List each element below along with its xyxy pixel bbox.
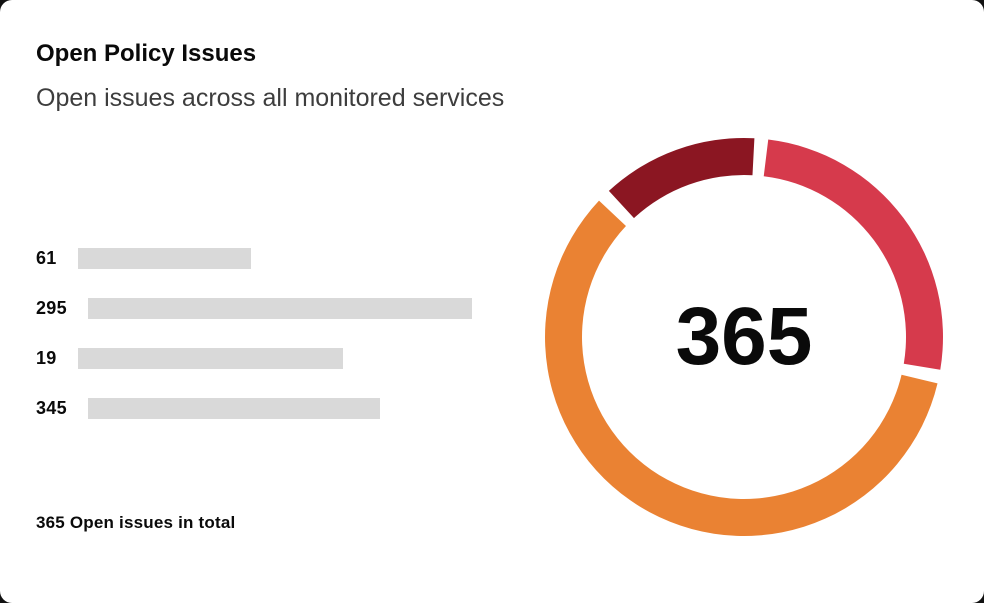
donut-segment-red[interactable] [763, 139, 943, 370]
bar-value-label: 295 [36, 298, 67, 318]
bar-list: 61 295 19 345 [36, 248, 472, 448]
bar-row: 19 [36, 348, 472, 369]
donut-segment-orange[interactable] [545, 200, 938, 536]
total-summary: 365 Open issues in total [36, 513, 236, 532]
bar [87, 398, 380, 419]
bar [77, 248, 251, 269]
page-title: Open Policy Issues [36, 40, 257, 67]
donut-segment-dark-red[interactable] [608, 137, 755, 219]
bar-value-label: 345 [36, 398, 67, 418]
bar-value-label: 61 [36, 248, 57, 268]
bar-row: 295 [36, 298, 472, 319]
card-subtitle: Open issues across all monitored service… [36, 84, 505, 112]
donut-chart-area: 365 [544, 137, 944, 537]
bar [87, 298, 472, 319]
donut-chart [545, 137, 943, 536]
bar-row: 345 [36, 398, 472, 419]
bar [77, 348, 343, 369]
bar-value-label: 19 [36, 348, 57, 368]
bar-row: 61 [36, 248, 472, 269]
